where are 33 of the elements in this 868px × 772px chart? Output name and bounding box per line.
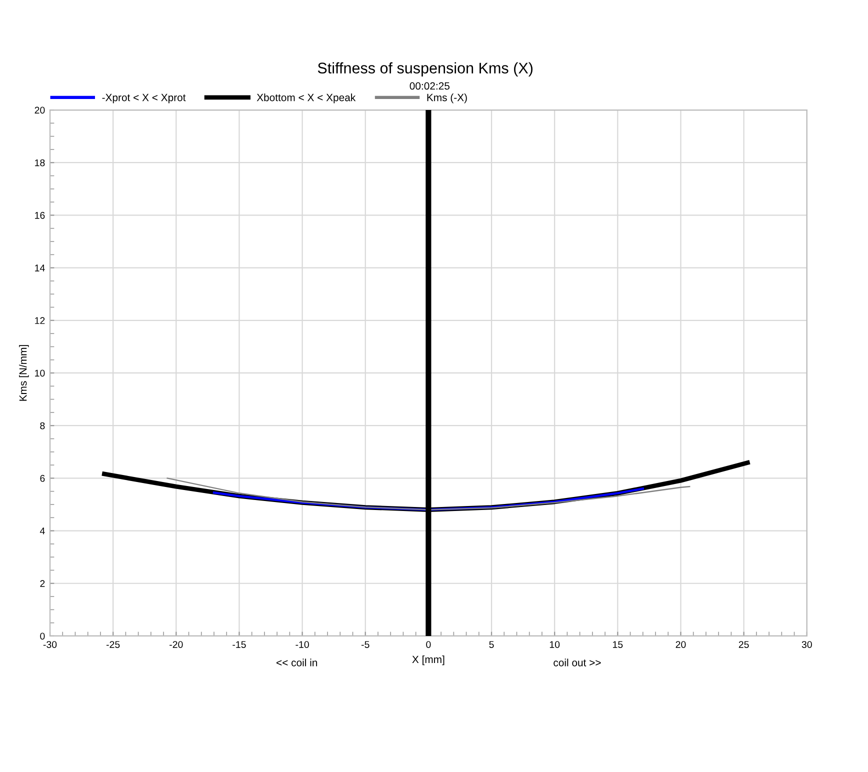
x-tick-label: 5	[489, 641, 494, 648]
legend-label: Xbottom < X < Xpeak	[256, 94, 356, 104]
x-axis-title: X [mm]	[412, 655, 444, 666]
y-tick-label: 14	[35, 264, 45, 272]
y-tick-label: 2	[40, 580, 45, 587]
text: coil out >>	[554, 658, 601, 666]
y-tick-label: 6	[40, 474, 45, 482]
chart-subtitle: 00:02:25	[410, 82, 450, 90]
legend-label: Kms (-X)	[427, 94, 467, 104]
x-tick-label: -20	[170, 641, 183, 648]
y-tick-label: 8	[40, 422, 45, 430]
y-tick-label: 20	[34, 106, 45, 114]
y-tick-label: 12	[35, 317, 45, 324]
y-tick-label: 16	[35, 212, 45, 219]
x-tick-label: 20	[676, 641, 686, 648]
y-tick-label: 18	[35, 159, 45, 166]
x-tick-label: 10	[550, 641, 560, 648]
legend-label: -Xprot < X < Xprot	[102, 94, 186, 104]
text: << coil in	[276, 658, 318, 666]
x-tick-label: -15	[232, 641, 246, 648]
x-tick-label: -25	[106, 641, 120, 648]
x-tick-label: -30	[43, 641, 57, 648]
x-tick-label: -5	[361, 641, 370, 648]
y-tick-label: 10	[35, 370, 45, 377]
x-tick-label: 25	[738, 641, 749, 648]
y-axis-title: Kms [N/mm]	[19, 345, 29, 401]
x-tick-label: 30	[802, 641, 812, 648]
x-tick-label: -10	[296, 641, 309, 648]
x-tick-label: 0	[426, 641, 431, 648]
y-tick-label: 4	[40, 528, 45, 534]
x-tick-label: 15	[613, 641, 623, 648]
y-tick-label: 0	[40, 632, 45, 640]
chart-title: Stiffness of suspension Kms (X)	[318, 62, 533, 77]
